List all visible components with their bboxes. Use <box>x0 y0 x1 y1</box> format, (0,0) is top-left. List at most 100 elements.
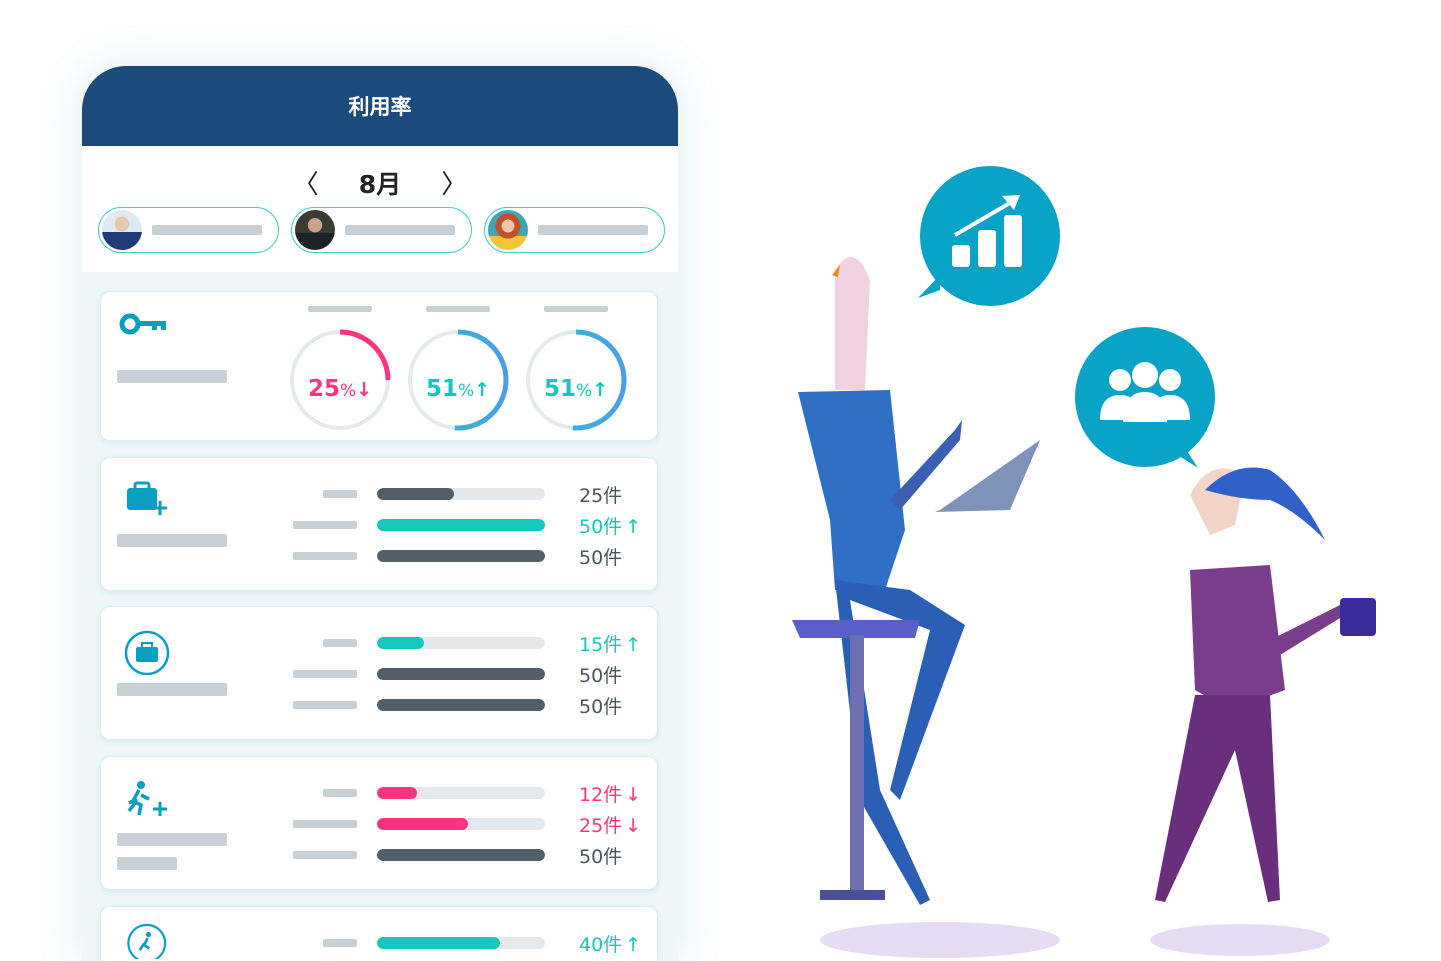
usage-card: 15件 ↑ 50件 50件 <box>100 606 658 740</box>
row-label-placeholder <box>293 851 357 859</box>
row-label-placeholder <box>323 490 357 498</box>
progress-fill <box>377 787 418 799</box>
progress-fill <box>377 937 500 949</box>
row-label-placeholder <box>293 552 357 560</box>
gauge-label-placeholder <box>544 306 608 312</box>
row-label-placeholder <box>293 521 357 529</box>
bar-row: 25件 <box>291 484 625 507</box>
key-usage-card: 25%↓ 51%↑ 51%↑ <box>100 291 658 441</box>
progress-bar <box>377 550 545 562</box>
card-label-placeholder <box>117 370 227 383</box>
trend-arrow-icon: ↓ <box>625 814 642 837</box>
briefcase-plus-icon <box>127 481 167 515</box>
user-pill[interactable] <box>291 207 472 253</box>
team-group-icon <box>1075 327 1215 468</box>
usage-card: 12件 ↓ 25件 ↓ 50件 <box>100 756 658 890</box>
count-value: 40件 <box>579 933 623 956</box>
card-sublabel-placeholder <box>117 857 177 870</box>
gauge-value: 51 <box>425 376 458 402</box>
key-icon <box>119 313 166 335</box>
gauge-label-placeholder <box>308 306 372 312</box>
bar-row: 50件 <box>291 695 625 718</box>
progress-bar <box>377 699 545 711</box>
row-label-placeholder <box>323 939 357 947</box>
progress-fill <box>377 699 545 711</box>
user-name-placeholder <box>345 225 455 235</box>
row-label-placeholder <box>293 701 357 709</box>
count-value: 15件 <box>579 633 623 656</box>
donut-gauge: 25%↓ <box>288 306 392 436</box>
gauge-unit: % <box>575 381 593 401</box>
utilization-panel: 利用率 〈 8月 〉 25%↓ 51%↑ 51%↑ 25件 50 <box>82 66 678 961</box>
avatar <box>102 210 142 250</box>
avatar <box>488 210 528 250</box>
gauge-arc <box>289 329 391 431</box>
donut-gauge: 51%↑ <box>406 306 510 436</box>
user-pill[interactable] <box>98 207 279 253</box>
progress-fill <box>377 637 425 649</box>
donut-gauge: 51%↑ <box>524 306 628 436</box>
user-pill[interactable] <box>484 207 665 253</box>
count-value: 12件 <box>579 783 623 806</box>
progress-bar <box>377 818 545 830</box>
illustration <box>792 166 1376 958</box>
gauge-arc <box>525 329 627 431</box>
row-label-placeholder <box>293 820 357 828</box>
avatar <box>295 210 335 250</box>
briefcase-cycle-icon <box>124 630 170 675</box>
user-name-placeholder <box>538 225 648 235</box>
progress-bar <box>377 519 545 531</box>
gauge-ring <box>525 329 627 431</box>
trend-arrow-icon: ↑ <box>474 379 491 401</box>
card-label-placeholder <box>117 534 227 547</box>
progress-fill <box>377 818 468 830</box>
trend-arrow-icon: ↑ <box>625 633 642 656</box>
gauge-ring <box>407 329 509 431</box>
next-month-button[interactable]: 〉 <box>441 170 468 200</box>
trend-arrow-icon: ↓ <box>356 379 373 401</box>
progress-fill <box>377 849 545 861</box>
progress-bar <box>377 849 545 861</box>
card-label-placeholder <box>117 833 227 846</box>
progress-fill <box>377 488 455 500</box>
person-running-cycle-icon <box>127 923 167 959</box>
man-figure <box>792 257 1060 958</box>
bar-row: 40件 ↑ <box>291 933 642 956</box>
filter-section: 〈 8月 〉 <box>82 146 678 272</box>
person-running-plus-icon <box>127 781 167 816</box>
row-label-placeholder <box>293 670 357 678</box>
gauge-label-placeholder <box>426 306 490 312</box>
prev-month-button[interactable]: 〈 <box>292 170 319 200</box>
trend-arrow-icon: ↑ <box>625 515 642 538</box>
progress-bar <box>377 937 545 949</box>
page-title: 利用率 <box>82 66 678 146</box>
woman-figure <box>1150 467 1376 956</box>
usage-card: 25件 50件 ↑ 50件 <box>100 457 658 591</box>
gauge-value: 51 <box>543 376 576 402</box>
card-label-placeholder <box>117 683 227 696</box>
bar-row: 50件 ↑ <box>291 515 642 538</box>
bar-row: 50件 <box>291 546 625 569</box>
count-value: 50件 <box>579 664 623 687</box>
gauge-unit: % <box>339 381 357 401</box>
count-value: 25件 <box>579 814 623 837</box>
count-value: 50件 <box>579 515 623 538</box>
bar-row: 15件 ↑ <box>291 633 642 656</box>
bar-chart-growth-icon <box>918 166 1060 306</box>
gauge-unit: % <box>457 381 475 401</box>
user-name-placeholder <box>152 225 262 235</box>
trend-arrow-icon: ↓ <box>625 783 642 806</box>
month-label: 8月 <box>358 169 402 199</box>
bar-row: 50件 <box>291 664 625 687</box>
count-value: 50件 <box>579 546 623 569</box>
trend-arrow-icon: ↑ <box>592 379 609 401</box>
count-value: 50件 <box>579 845 623 868</box>
bar-row: 12件 ↓ <box>291 783 642 806</box>
progress-bar <box>377 787 545 799</box>
progress-fill <box>377 550 545 562</box>
gauge-arc <box>407 329 509 431</box>
progress-bar <box>377 637 545 649</box>
trend-arrow-icon: ↑ <box>625 933 642 956</box>
row-label-placeholder <box>323 789 357 797</box>
gauge-ring <box>289 329 391 431</box>
